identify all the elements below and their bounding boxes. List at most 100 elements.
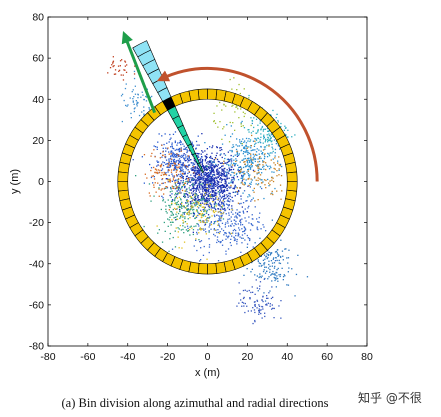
point xyxy=(256,173,258,175)
point xyxy=(265,303,268,305)
point xyxy=(204,201,206,203)
point xyxy=(155,172,157,174)
point xyxy=(294,295,296,297)
point xyxy=(133,110,135,113)
point xyxy=(127,104,129,106)
point xyxy=(184,172,186,175)
point xyxy=(221,244,224,246)
point xyxy=(182,219,184,221)
point xyxy=(219,191,221,193)
point xyxy=(200,210,202,212)
point xyxy=(198,168,200,170)
point xyxy=(161,182,163,185)
point xyxy=(259,174,262,176)
point xyxy=(215,210,217,212)
point xyxy=(239,236,241,238)
point xyxy=(190,174,192,176)
point xyxy=(211,194,214,197)
point xyxy=(205,184,207,186)
point xyxy=(203,220,205,222)
point xyxy=(209,183,211,186)
point xyxy=(168,160,170,162)
point xyxy=(186,193,189,196)
point xyxy=(201,199,203,202)
point xyxy=(113,73,116,75)
point xyxy=(195,201,197,203)
point xyxy=(207,194,210,196)
point xyxy=(267,267,270,269)
point xyxy=(272,270,274,273)
point xyxy=(170,156,172,158)
point xyxy=(186,225,189,227)
point xyxy=(280,239,282,241)
point xyxy=(206,177,208,179)
point xyxy=(162,197,164,199)
point xyxy=(168,219,170,221)
point xyxy=(177,203,180,206)
point xyxy=(193,184,195,186)
point xyxy=(208,192,210,195)
point xyxy=(251,261,253,264)
point xyxy=(179,190,181,192)
point xyxy=(112,60,115,62)
point xyxy=(150,176,153,179)
point xyxy=(141,156,143,158)
point xyxy=(268,251,270,253)
point xyxy=(265,168,267,171)
point xyxy=(232,176,235,178)
point xyxy=(253,301,256,303)
point xyxy=(171,248,174,250)
point xyxy=(215,194,217,196)
point xyxy=(208,226,210,228)
point xyxy=(279,165,281,167)
point xyxy=(287,129,289,131)
point xyxy=(195,204,197,206)
point xyxy=(206,179,208,182)
point xyxy=(271,273,273,275)
point xyxy=(201,197,203,199)
point xyxy=(170,153,172,155)
point xyxy=(216,186,219,189)
point xyxy=(264,141,266,143)
point xyxy=(180,192,182,194)
point xyxy=(199,181,201,183)
point xyxy=(183,153,185,155)
point xyxy=(263,157,266,160)
point xyxy=(176,194,178,196)
point xyxy=(180,199,182,201)
point xyxy=(209,166,211,168)
point xyxy=(158,133,160,135)
point xyxy=(235,191,237,193)
point xyxy=(172,133,175,135)
point xyxy=(196,209,198,211)
point xyxy=(242,125,244,127)
point xyxy=(145,95,147,98)
point xyxy=(178,188,180,190)
point xyxy=(214,165,216,168)
point xyxy=(244,311,246,314)
point xyxy=(213,229,215,231)
point xyxy=(226,187,228,190)
point xyxy=(157,164,159,166)
point xyxy=(173,164,175,167)
point xyxy=(201,193,203,195)
point xyxy=(180,177,182,179)
point xyxy=(204,206,206,208)
point xyxy=(207,200,209,202)
point xyxy=(217,220,219,223)
point xyxy=(218,215,220,217)
point xyxy=(153,149,155,151)
point xyxy=(269,265,271,267)
point xyxy=(240,222,242,224)
point xyxy=(218,219,220,221)
point xyxy=(275,277,277,279)
point xyxy=(243,151,245,153)
point xyxy=(261,179,263,181)
point xyxy=(179,167,181,169)
point xyxy=(198,159,200,161)
point xyxy=(150,169,152,172)
point xyxy=(231,196,233,199)
point xyxy=(252,140,255,142)
point xyxy=(198,172,200,175)
point xyxy=(209,205,211,207)
